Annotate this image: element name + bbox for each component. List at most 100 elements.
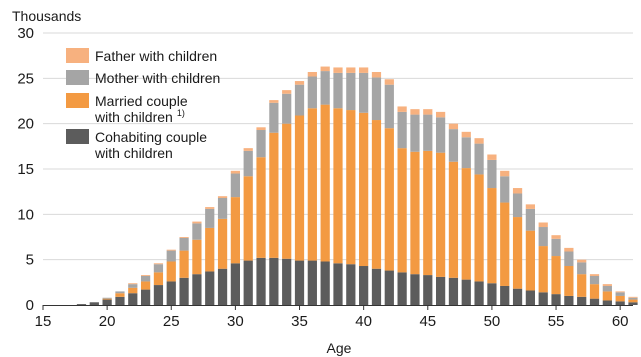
legend-label: Cohabiting couple xyxy=(95,129,207,145)
bar-segment xyxy=(307,108,317,261)
bar-segment xyxy=(333,72,343,109)
bar-segment xyxy=(205,271,215,305)
legend-label: Married couple xyxy=(95,93,188,109)
y-tick-label: 15 xyxy=(17,161,34,178)
bar-segment xyxy=(589,298,600,305)
bar-segment xyxy=(423,114,433,151)
bar-segment xyxy=(217,198,228,219)
bar-segment xyxy=(294,84,305,116)
bar-segment xyxy=(115,296,125,305)
bar-segment xyxy=(153,263,164,265)
bar-segment xyxy=(115,293,125,297)
bar-segment xyxy=(525,208,535,231)
bar-segment xyxy=(269,132,279,258)
bar-segment xyxy=(179,237,189,238)
y-tick-label: 0 xyxy=(26,297,34,314)
bar-segment xyxy=(577,262,587,275)
bar-segment xyxy=(397,272,407,305)
bar-segment xyxy=(435,117,446,153)
bar-segment xyxy=(128,287,138,294)
x-tick-label: 20 xyxy=(99,313,116,330)
bar-segment xyxy=(128,284,138,288)
bar-segment xyxy=(615,292,625,296)
bar-segment xyxy=(192,223,202,240)
bar-segment xyxy=(320,104,330,262)
legend-swatch xyxy=(66,129,89,144)
bar-segment xyxy=(512,217,523,289)
x-axis-title: Age xyxy=(327,340,352,356)
bar-segment xyxy=(410,274,420,305)
bar-segment xyxy=(474,174,484,282)
bar-segment xyxy=(512,193,523,218)
bar-segment xyxy=(153,285,164,305)
bar-segment xyxy=(538,292,548,305)
bar-segment xyxy=(461,137,471,169)
bar-segment xyxy=(487,154,497,160)
bar-segment xyxy=(435,276,446,305)
bar-segment xyxy=(140,281,151,290)
bar-segment xyxy=(487,188,497,284)
bar-segment xyxy=(397,148,407,273)
bar-segment xyxy=(320,71,330,105)
bar-segment xyxy=(410,151,420,275)
bar-segment xyxy=(307,76,317,109)
bar-segment xyxy=(166,261,176,282)
bar-segment xyxy=(269,257,279,305)
legend-footnote-marker: 1) xyxy=(177,108,185,118)
bar-segment xyxy=(500,202,510,286)
bar-segment xyxy=(256,257,266,305)
bar-segment xyxy=(448,277,459,305)
bar-segment xyxy=(320,261,330,305)
bar-segment xyxy=(397,106,407,112)
x-tick-label: 50 xyxy=(484,313,501,330)
bar-segment xyxy=(500,176,510,203)
bar-segment xyxy=(307,260,317,305)
bar-segment xyxy=(525,290,535,305)
bar-segment xyxy=(269,102,279,133)
bar-segment xyxy=(564,251,574,267)
bar-segment xyxy=(538,246,548,293)
bar-segment xyxy=(615,291,625,293)
bar-segment xyxy=(294,260,305,305)
bar-segment xyxy=(256,130,266,158)
bar-segment xyxy=(410,109,420,115)
bar-segment xyxy=(294,81,305,85)
bar-segment xyxy=(115,291,125,294)
bar-segment xyxy=(397,111,407,149)
bar-segment xyxy=(333,67,343,73)
bar-segment xyxy=(282,90,292,94)
bar-segment xyxy=(166,249,176,251)
bar-segment xyxy=(205,207,215,209)
bar-segment xyxy=(628,302,638,305)
bar-segment xyxy=(243,150,253,177)
bar-segment xyxy=(359,67,369,73)
bar-segment xyxy=(538,227,548,247)
bar-segment xyxy=(435,111,446,118)
bar-segment xyxy=(461,168,471,280)
bar-segment xyxy=(474,138,484,144)
bar-segment xyxy=(551,238,561,257)
bar-segment xyxy=(384,79,394,85)
bar-segment xyxy=(333,108,343,264)
bar-segment xyxy=(589,274,600,276)
bar-segment xyxy=(359,72,369,113)
y-tick-label: 10 xyxy=(17,206,34,223)
bar-segment xyxy=(217,218,228,269)
bar-segment xyxy=(628,296,638,298)
bar-segment xyxy=(371,77,382,121)
bar-segment xyxy=(602,291,612,301)
bar-segment xyxy=(346,72,356,111)
legend-label: Mother with children xyxy=(95,70,220,86)
bar-segment xyxy=(589,275,600,285)
bar-segment xyxy=(243,148,253,151)
bar-segment xyxy=(602,300,612,305)
bar-segment xyxy=(243,176,253,261)
bar-segment xyxy=(423,150,433,276)
x-tick-label: 55 xyxy=(548,313,565,330)
x-tick-label: 40 xyxy=(355,313,372,330)
bar-segment xyxy=(487,283,497,305)
bar-segment xyxy=(487,159,497,189)
bar-segment xyxy=(282,258,292,305)
y-tick-label: 30 xyxy=(17,25,34,42)
legend-swatch xyxy=(66,70,89,85)
